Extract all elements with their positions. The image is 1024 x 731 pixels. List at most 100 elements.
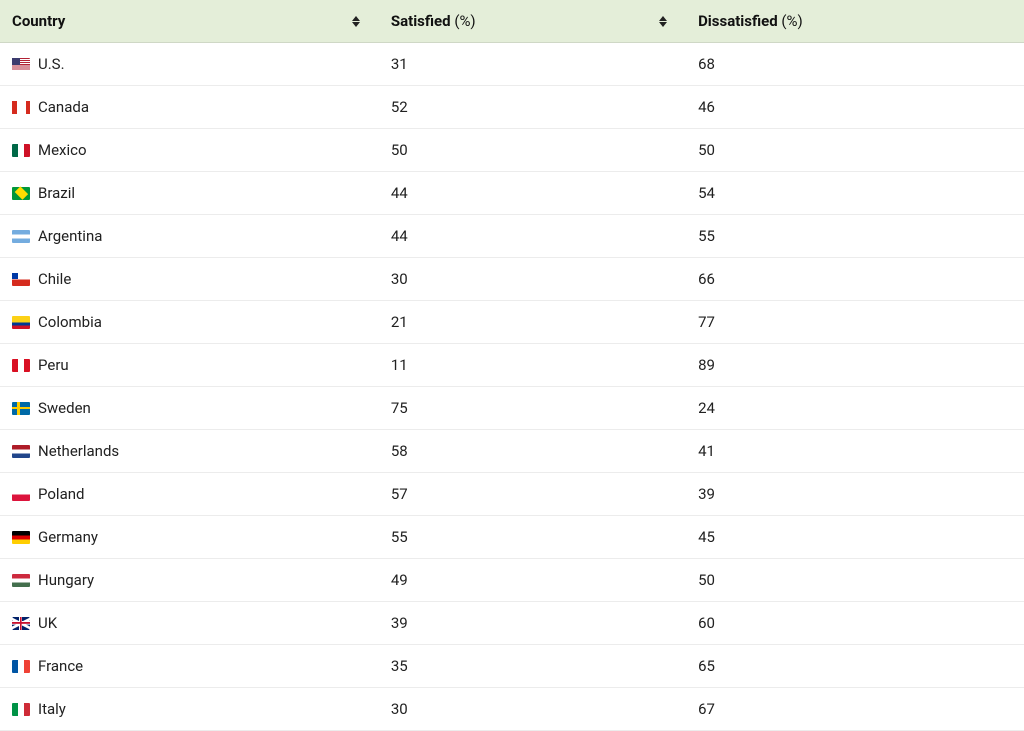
col-header-satisfied[interactable]: Satisfied (%) xyxy=(379,0,686,43)
country-cell: France xyxy=(0,645,379,688)
flag-icon xyxy=(12,660,30,673)
satisfied-value: 21 xyxy=(379,301,686,344)
table-row: Hungary 4950 xyxy=(0,559,1024,602)
satisfied-value: 30 xyxy=(379,258,686,301)
dissatisfied-value: 46 xyxy=(686,86,1024,129)
country-cell: Colombia xyxy=(0,301,379,344)
satisfied-value: 31 xyxy=(379,43,686,86)
country-name: Chile xyxy=(38,270,71,288)
country-cell: Germany xyxy=(0,516,379,559)
satisfied-value: 44 xyxy=(379,172,686,215)
dissatisfied-value: 50 xyxy=(686,129,1024,172)
table-row: UK 3960 xyxy=(0,602,1024,645)
country-cell: Brazil xyxy=(0,172,379,215)
satisfied-value: 30 xyxy=(379,688,686,731)
country-name: Sweden xyxy=(38,399,91,417)
col-header-dissatisfied: Dissatisfied (%) xyxy=(686,0,1024,43)
country-cell: U.S. xyxy=(0,43,379,86)
country-cell: UK xyxy=(0,602,379,645)
table-row: Italy 3067 xyxy=(0,688,1024,731)
col-header-label: Satisfied xyxy=(391,12,451,30)
dissatisfied-value: 45 xyxy=(686,516,1024,559)
country-name: Netherlands xyxy=(38,442,119,460)
country-cell: Poland xyxy=(0,473,379,516)
dissatisfied-value: 65 xyxy=(686,645,1024,688)
dissatisfied-value: 50 xyxy=(686,559,1024,602)
table-row: U.S. 3168 xyxy=(0,43,1024,86)
col-header-label: Dissatisfied xyxy=(698,12,778,30)
dissatisfied-value: 66 xyxy=(686,258,1024,301)
col-header-country[interactable]: Country xyxy=(0,0,379,43)
satisfaction-table: Country Satisfied (%) Dissatisfied (%) xyxy=(0,0,1024,731)
country-name: Poland xyxy=(38,485,84,503)
dissatisfied-value: 77 xyxy=(686,301,1024,344)
country-cell: Netherlands xyxy=(0,430,379,473)
satisfied-value: 75 xyxy=(379,387,686,430)
country-name: Brazil xyxy=(38,184,75,202)
flag-icon xyxy=(12,101,30,114)
flag-icon xyxy=(12,488,30,501)
country-cell: Hungary xyxy=(0,559,379,602)
dissatisfied-value: 68 xyxy=(686,43,1024,86)
country-name: Canada xyxy=(38,98,89,116)
flag-icon xyxy=(12,273,30,286)
flag-icon xyxy=(12,703,30,716)
table-row: Germany 5545 xyxy=(0,516,1024,559)
country-name: Mexico xyxy=(38,141,87,159)
table-row: Peru 1189 xyxy=(0,344,1024,387)
flag-icon xyxy=(12,574,30,587)
flag-icon xyxy=(12,445,30,458)
satisfied-value: 35 xyxy=(379,645,686,688)
country-cell: Sweden xyxy=(0,387,379,430)
country-cell: Canada xyxy=(0,86,379,129)
country-name: Peru xyxy=(38,356,69,374)
dissatisfied-value: 67 xyxy=(686,688,1024,731)
country-cell: Argentina xyxy=(0,215,379,258)
dissatisfied-value: 41 xyxy=(686,430,1024,473)
country-name: Hungary xyxy=(38,571,94,589)
table-row: Brazil 4454 xyxy=(0,172,1024,215)
satisfied-value: 50 xyxy=(379,129,686,172)
country-name: Germany xyxy=(38,528,98,546)
table-row: Mexico 5050 xyxy=(0,129,1024,172)
col-header-label: Country xyxy=(12,12,65,30)
table-row: Netherlands 5841 xyxy=(0,430,1024,473)
table-row: Argentina 4455 xyxy=(0,215,1024,258)
table-row: Colombia 2177 xyxy=(0,301,1024,344)
country-name: Argentina xyxy=(38,227,102,245)
dissatisfied-value: 60 xyxy=(686,602,1024,645)
table-row: Chile 3066 xyxy=(0,258,1024,301)
satisfied-value: 55 xyxy=(379,516,686,559)
sort-icon[interactable] xyxy=(351,14,361,28)
dissatisfied-value: 24 xyxy=(686,387,1024,430)
satisfied-value: 52 xyxy=(379,86,686,129)
country-name: Italy xyxy=(38,700,66,718)
country-cell: Chile xyxy=(0,258,379,301)
country-cell: Italy xyxy=(0,688,379,731)
sort-icon[interactable] xyxy=(658,14,668,28)
satisfied-value: 49 xyxy=(379,559,686,602)
table-row: France 3565 xyxy=(0,645,1024,688)
flag-icon xyxy=(12,617,30,630)
flag-icon xyxy=(12,187,30,200)
table-header-row: Country Satisfied (%) Dissatisfied (%) xyxy=(0,0,1024,43)
country-name: France xyxy=(38,657,83,675)
flag-icon xyxy=(12,58,30,71)
flag-icon xyxy=(12,230,30,243)
flag-icon xyxy=(12,531,30,544)
satisfied-value: 57 xyxy=(379,473,686,516)
satisfied-value: 44 xyxy=(379,215,686,258)
flag-icon xyxy=(12,316,30,329)
satisfied-value: 11 xyxy=(379,344,686,387)
table-row: Canada 5246 xyxy=(0,86,1024,129)
country-name: U.S. xyxy=(38,55,65,73)
country-name: Colombia xyxy=(38,313,102,331)
flag-icon xyxy=(12,359,30,372)
satisfied-value: 58 xyxy=(379,430,686,473)
country-name: UK xyxy=(38,614,57,632)
dissatisfied-value: 54 xyxy=(686,172,1024,215)
dissatisfied-value: 55 xyxy=(686,215,1024,258)
dissatisfied-value: 89 xyxy=(686,344,1024,387)
flag-icon xyxy=(12,144,30,157)
satisfied-value: 39 xyxy=(379,602,686,645)
